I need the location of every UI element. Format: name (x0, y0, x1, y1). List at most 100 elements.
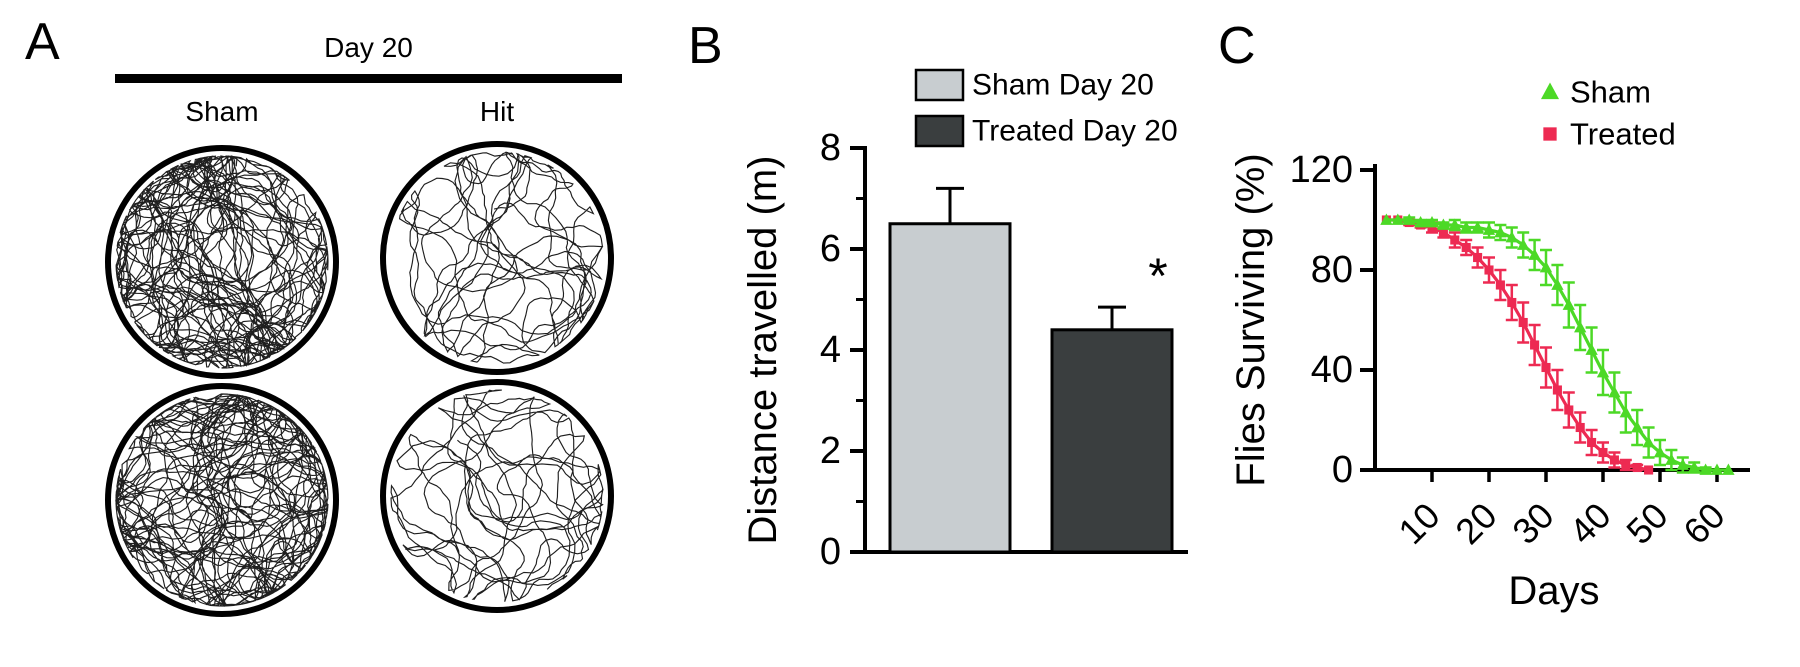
fly-trace-path (115, 393, 329, 607)
legend-label: Sham (1570, 75, 1651, 110)
series-sham (1380, 213, 1735, 475)
fly-trace-path (390, 389, 604, 602)
data-marker (1608, 386, 1621, 398)
data-marker (1688, 461, 1701, 473)
column-label-hit: Hit (479, 96, 515, 127)
data-marker (1551, 278, 1564, 290)
panel-b-label: B (688, 17, 723, 75)
data-marker (1518, 317, 1528, 328)
data-marker (1587, 437, 1597, 448)
significance-asterisk: * (1148, 248, 1167, 304)
data-marker (1631, 421, 1644, 433)
day20-header: Day 20 (324, 32, 413, 63)
y-tick-label: 8 (820, 127, 841, 169)
data-marker (1528, 248, 1541, 260)
data-marker (1575, 422, 1585, 433)
arena-sham-row1 (105, 145, 339, 379)
data-marker (1505, 231, 1518, 243)
data-marker (1448, 218, 1461, 230)
x-tick-label: 10 (1390, 495, 1447, 552)
y-tick-label: 0 (820, 531, 841, 573)
data-marker (1585, 343, 1598, 355)
legend-marker-treated (1543, 127, 1557, 141)
x-tick-label: 20 (1447, 495, 1504, 552)
panel-c-label: C (1218, 17, 1256, 75)
y-tick-label: 120 (1290, 149, 1353, 191)
data-marker (1699, 463, 1712, 475)
legend-label: Treated Day 20 (972, 115, 1178, 148)
legend-swatch (914, 68, 965, 102)
arena-hit-row1 (380, 141, 614, 375)
data-marker (1710, 463, 1724, 475)
arena-boundary (105, 145, 339, 379)
y-tick-label: 2 (820, 430, 841, 472)
data-marker (1598, 447, 1608, 458)
data-marker (1460, 221, 1473, 233)
data-marker (1507, 297, 1517, 308)
data-marker (1517, 238, 1530, 250)
column-label-sham: Sham (185, 96, 259, 127)
data-marker (1425, 216, 1439, 228)
data-marker (1437, 218, 1450, 230)
data-marker (1574, 321, 1587, 333)
data-marker (1471, 221, 1484, 233)
arena-boundary (105, 383, 339, 617)
series-treated (1381, 215, 1654, 475)
data-marker (1461, 242, 1471, 253)
y-tick-label: 80 (1311, 249, 1353, 291)
data-marker (1438, 227, 1448, 238)
data-marker (1676, 458, 1689, 470)
legend-swatch (914, 114, 965, 148)
day20-underline (115, 74, 622, 83)
legend-marker-sham (1540, 82, 1560, 100)
data-marker (1609, 455, 1619, 465)
panel-a-label: A (25, 13, 60, 71)
bar-treated-day-20 (1050, 328, 1174, 554)
y-tick-label: 4 (820, 329, 841, 371)
bar-sham-day-20 (888, 222, 1012, 554)
data-marker (1414, 216, 1427, 228)
data-marker (1621, 460, 1631, 470)
data-marker (1644, 465, 1654, 475)
data-marker (1391, 213, 1404, 225)
data-marker (1539, 261, 1553, 273)
arena-hit-row2 (380, 379, 614, 613)
fly-trace-path (398, 151, 604, 364)
data-marker (1403, 213, 1416, 225)
x-tick-label: 40 (1561, 495, 1618, 552)
legend-label: Sham Day 20 (972, 69, 1154, 102)
data-marker (1564, 405, 1574, 415)
x-tick-label: 50 (1618, 495, 1675, 552)
data-marker (1619, 406, 1632, 418)
y-axis-title: Distance travelled (m) (741, 155, 785, 544)
data-marker (1632, 462, 1642, 473)
distance-bar-chart: 0 2 4 6 8 Distance travelled (m) * Sham Day 20 T… (741, 68, 1188, 573)
arena-boundary (380, 141, 614, 375)
data-marker (1552, 385, 1562, 395)
data-marker (1653, 446, 1667, 458)
data-marker (1541, 362, 1551, 373)
data-marker (1665, 453, 1678, 465)
arena-trace-plots (105, 141, 614, 617)
data-marker (1473, 252, 1483, 263)
data-marker (1722, 463, 1735, 475)
data-marker (1562, 298, 1575, 310)
data-marker (1482, 223, 1496, 235)
data-marker (1494, 226, 1507, 238)
x-tick-label: 60 (1675, 495, 1732, 552)
data-marker (1484, 265, 1494, 275)
x-tick-label: 30 (1504, 495, 1561, 552)
series-line (1386, 218, 1729, 472)
data-marker (1642, 436, 1655, 448)
y-axis-title: Flies Surviving (%) (1229, 153, 1273, 486)
y-tick-label: 6 (820, 228, 841, 270)
data-marker (1495, 280, 1505, 290)
y-tick-label: 40 (1311, 349, 1353, 391)
data-marker (1380, 213, 1393, 225)
data-marker (1596, 366, 1610, 378)
y-tick-label: 0 (1332, 449, 1353, 491)
data-marker (1530, 340, 1540, 350)
arena-boundary (380, 379, 614, 613)
